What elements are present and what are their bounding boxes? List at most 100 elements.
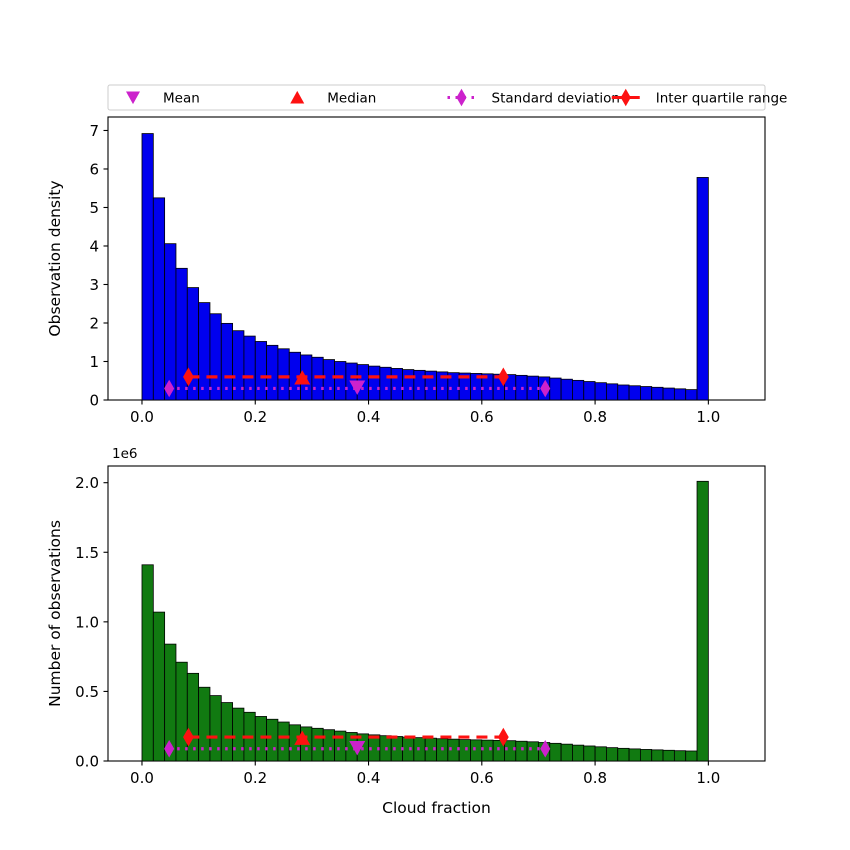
bar [594,746,607,762]
legend-background [107,84,766,111]
legend-marker-diamond-icon [620,88,631,107]
y-tick-label: 4 [89,237,99,255]
legend-item-median[interactable]: Median [290,91,376,107]
mean-marker [349,740,366,756]
median-marker [294,370,311,385]
bar [628,385,641,401]
x-tick-label: 0.0 [130,408,154,426]
y-tick-label: 7 [89,122,99,140]
bar [628,748,641,762]
x-tick-label: 0.0 [130,769,154,787]
legend-item-standard-deviation[interactable]: Standard deviation [447,88,620,107]
std-marker [164,379,175,398]
stat-annotations-observation-density [164,367,551,398]
x-tick-label: 0.6 [470,408,494,426]
bar [662,749,675,762]
bar [220,702,234,762]
legend-label: Standard deviation [492,91,620,107]
legend-item-mean[interactable]: Mean [126,91,200,107]
bar [322,729,335,762]
bar [606,383,619,401]
stat-annotations-number-of-observations [164,727,551,758]
bar-series-observation-density [141,133,709,401]
bar [334,361,347,401]
bar [266,344,279,401]
y-axis-label: Number of observations [46,520,64,707]
iqr-marker [497,727,509,747]
bar [254,341,267,401]
legend-label: Mean [163,91,200,107]
y-tick-label: 2 [89,314,99,332]
bar [549,742,562,762]
bar [526,375,539,401]
bar [673,750,687,762]
bar [606,747,619,762]
legend-marker-diamond-icon [456,88,467,107]
x-tick-label: 0.6 [470,769,494,787]
bar [673,388,687,401]
y-offset-text: 1e6 [112,446,137,462]
bar [368,365,381,401]
bar [141,133,154,401]
y-tick-label: 2.0 [75,474,99,492]
bar [639,749,653,762]
bar [662,387,675,401]
y-tick-label: 0 [89,392,99,410]
bar [209,695,222,762]
y-tick-label: 3 [89,276,99,294]
x-tick-label: 0.4 [357,408,381,426]
bar [685,389,698,401]
bar [322,359,335,401]
iqr-marker [183,367,194,387]
x-tick-label: 0.4 [357,769,381,787]
y-tick-label: 1.0 [75,613,99,631]
bar [311,727,324,762]
std-marker [164,740,175,758]
y-axis-label: Observation density [46,180,64,336]
legend-label: Median [327,91,376,107]
bar [583,381,596,401]
y-tick-label: 1 [89,353,99,371]
bar [685,750,698,762]
bar [277,721,290,762]
bar [402,736,415,762]
bar [696,177,709,401]
bar [583,745,596,762]
x-tick-label: 1.0 [696,408,720,426]
x-tick-label: 0.8 [583,769,607,787]
bar [549,377,562,401]
bar [311,356,324,401]
bar [696,480,709,762]
legend-label: Inter quartile range [656,91,788,107]
y-tick-label: 5 [89,199,99,217]
bar [277,348,290,401]
bar [572,744,585,762]
legend-marker-triangle-up-icon [290,90,305,104]
legend-marker-triangle-down-icon [126,91,140,105]
y-tick-label: 0.5 [75,683,99,701]
x-tick-label: 1.0 [696,769,720,787]
legend: Mean Median Standard deviation Inter quarti… [107,84,788,111]
bar [243,335,256,401]
median-marker [294,730,311,745]
bar [198,302,211,401]
iqr-marker [497,367,509,387]
x-tick-label: 0.2 [243,408,267,426]
std-marker [540,379,551,398]
bar [379,366,392,401]
bar [152,611,166,762]
bar [254,716,267,762]
x-tick-label: 0.2 [243,769,267,787]
bar [198,686,211,762]
x-axis-label: Cloud fraction [382,799,491,817]
bar [560,378,573,401]
bar [481,739,494,762]
bar [266,718,279,762]
bar [164,243,177,401]
legend-item-inter-quartile-range[interactable]: Inter quartile range [611,88,788,107]
axes-number-of-observations: 0.0 0.2 0.4 0.6 0.8 1.0 0.0 0.5 1.0 1.5 2.0 Number … [46,446,766,817]
x-tick-label: 0.8 [583,408,607,426]
bar [651,386,664,401]
